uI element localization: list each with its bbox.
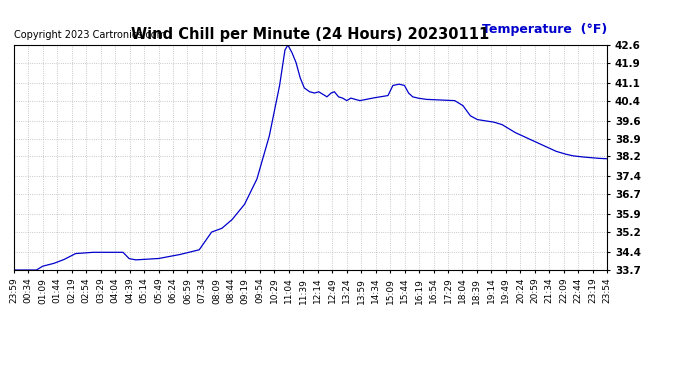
Text: Temperature  (°F): Temperature (°F) xyxy=(482,23,607,36)
Text: Copyright 2023 Cartronics.com: Copyright 2023 Cartronics.com xyxy=(14,30,166,40)
Title: Wind Chill per Minute (24 Hours) 20230111: Wind Chill per Minute (24 Hours) 2023011… xyxy=(131,27,490,42)
